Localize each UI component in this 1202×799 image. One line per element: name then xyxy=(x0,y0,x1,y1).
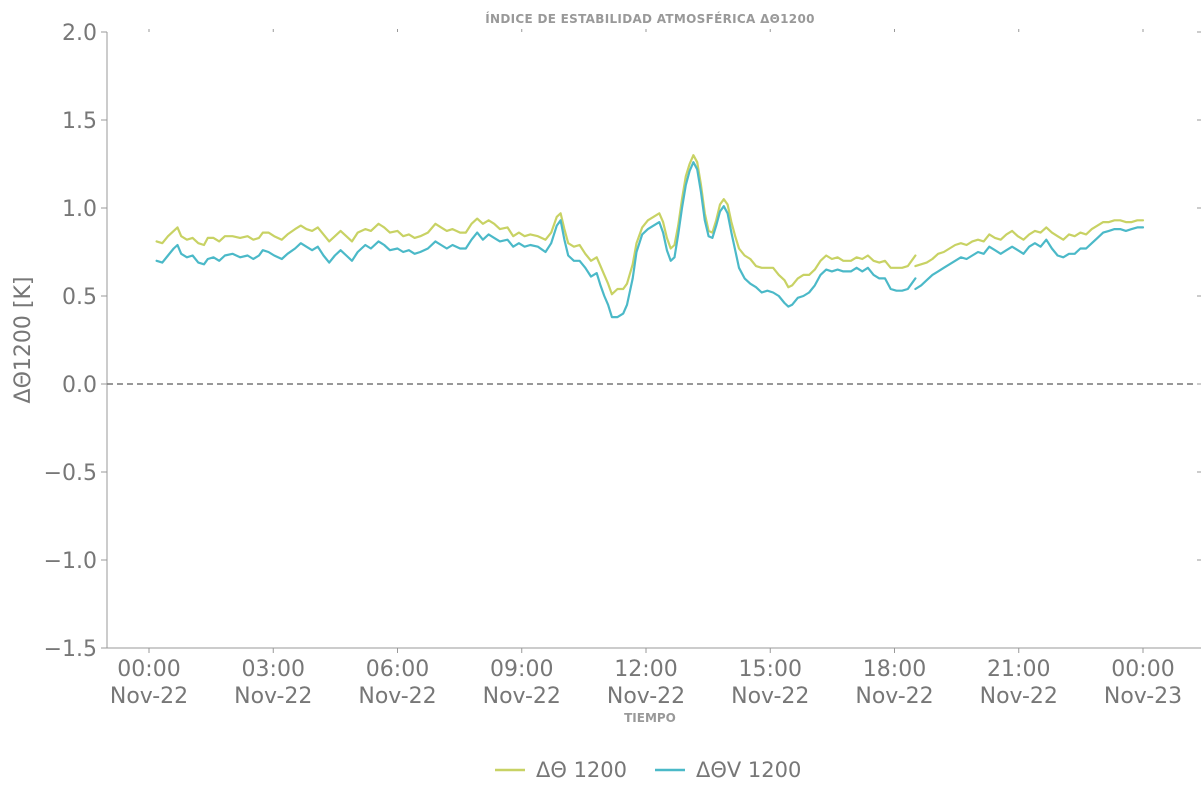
x-tick-label-date: Nov-22 xyxy=(234,684,312,709)
x-tick-label-time: 03:00 xyxy=(242,657,305,682)
legend-label: ΔΘ 1200 xyxy=(536,758,627,782)
x-tick-label-time: 09:00 xyxy=(490,657,553,682)
x-tick-label-date: Nov-22 xyxy=(110,684,188,709)
y-tick-label: −0.5 xyxy=(44,461,97,486)
y-tick-label: −1.5 xyxy=(44,637,97,662)
series-line-delta-theta-segment-1 xyxy=(155,154,917,296)
x-tick-label-time: 15:00 xyxy=(739,657,802,682)
y-tick-label: 0.0 xyxy=(62,373,97,398)
y-tick-label: 0.5 xyxy=(62,285,97,310)
x-tick-label-date: Nov-22 xyxy=(980,684,1058,709)
x-tick-label-date: Nov-22 xyxy=(855,684,933,709)
legend-label: ΔΘV 1200 xyxy=(696,758,801,782)
x-tick-label-time: 00:00 xyxy=(1111,657,1174,682)
x-tick-label-time: 00:00 xyxy=(117,657,180,682)
y-tick-label: −1.0 xyxy=(44,549,97,574)
x-tick-label-date: Nov-22 xyxy=(731,684,809,709)
x-axis-label: TIEMPO xyxy=(624,711,676,725)
series-line-delta-theta-v-segment-2 xyxy=(914,226,1145,291)
x-tick-label-time: 18:00 xyxy=(863,657,926,682)
series-line-delta-theta-segment-2 xyxy=(914,219,1145,268)
y-tick-label: 2.0 xyxy=(62,21,97,46)
y-axis-ticks: 2.0 1.5 1.0 0.5 0.0 −0.5 −1.0 −1.5 xyxy=(44,21,1201,662)
x-tick-label-time: 06:00 xyxy=(366,657,429,682)
x-tick-label-date: Nov-22 xyxy=(607,684,685,709)
x-tick-label-date: Nov-23 xyxy=(1104,684,1182,709)
x-tick-label-date: Nov-22 xyxy=(358,684,436,709)
x-tick-label-time: 12:00 xyxy=(614,657,677,682)
y-tick-label: 1.5 xyxy=(62,109,97,134)
x-tick-label-date: Nov-22 xyxy=(483,684,561,709)
chart-title: ÍNDICE DE ESTABILIDAD ATMOSFÉRICA ΔΘ1200 xyxy=(485,11,815,26)
x-axis-ticks: 00:00Nov-2203:00Nov-2206:00Nov-2209:00No… xyxy=(110,29,1182,709)
x-tick-label-time: 21:00 xyxy=(987,657,1050,682)
y-axis-label: ΔΘ1200 [K] xyxy=(11,277,36,404)
y-tick-label: 1.0 xyxy=(62,197,97,222)
legend: ΔΘ 1200 ΔΘV 1200 xyxy=(495,758,801,782)
series-line-delta-theta-v-segment-1 xyxy=(155,161,917,319)
series-group xyxy=(155,154,1145,319)
